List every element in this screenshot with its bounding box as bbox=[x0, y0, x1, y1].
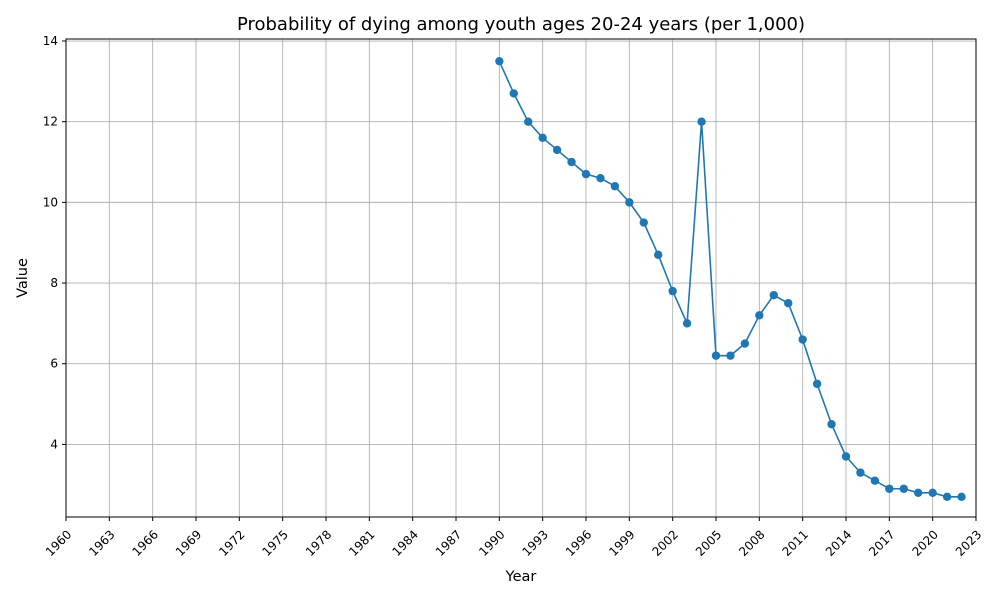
y-tick-label: 8 bbox=[50, 276, 58, 290]
data-point bbox=[524, 117, 533, 126]
data-point bbox=[885, 484, 894, 493]
x-tick-label: 1981 bbox=[346, 527, 377, 558]
data-point bbox=[682, 319, 692, 328]
grid bbox=[65, 39, 977, 517]
x-tick-label: 1996 bbox=[563, 527, 594, 558]
x-axis-label: Year bbox=[505, 569, 537, 585]
y-tick-label: 6 bbox=[50, 357, 58, 371]
x-tick-label: 1960 bbox=[43, 527, 74, 558]
x-axis-ticks: 1960 1963 1966 1969 1972 1975 1978 1981 1984 1987… bbox=[43, 517, 984, 559]
data-point bbox=[769, 290, 778, 300]
data-point bbox=[495, 56, 504, 66]
data-point bbox=[928, 488, 937, 497]
x-tick-label: 1984 bbox=[390, 527, 421, 558]
data-point bbox=[899, 484, 908, 493]
data-point bbox=[509, 89, 518, 98]
x-tick-label: 1963 bbox=[86, 527, 117, 558]
x-tick-label: 1969 bbox=[173, 527, 204, 558]
data-point bbox=[654, 250, 663, 260]
data-point bbox=[567, 157, 576, 167]
data-point bbox=[596, 173, 605, 183]
series-line bbox=[498, 60, 962, 498]
x-tick-label: 1966 bbox=[130, 527, 161, 558]
x-tick-label: 2005 bbox=[693, 527, 724, 558]
data-point bbox=[784, 299, 793, 308]
data-point bbox=[755, 311, 764, 320]
x-tick-label: 2014 bbox=[823, 527, 854, 558]
y-tick-label: 14 bbox=[43, 34, 58, 48]
data-point bbox=[581, 169, 591, 179]
data-point bbox=[856, 468, 865, 477]
x-tick-label: 2017 bbox=[866, 527, 897, 558]
y-tick-label: 10 bbox=[43, 195, 58, 209]
x-tick-label: 1993 bbox=[520, 527, 551, 558]
data-point bbox=[740, 339, 750, 348]
data-point bbox=[957, 492, 966, 502]
plot-frame bbox=[65, 38, 977, 518]
data-point bbox=[697, 117, 706, 126]
x-tick-label: 1975 bbox=[260, 527, 291, 558]
data-point bbox=[841, 452, 851, 461]
x-tick-label: 2002 bbox=[650, 527, 681, 558]
data-point bbox=[538, 133, 547, 143]
x-tick-label: 1990 bbox=[476, 527, 507, 558]
x-tick-label: 2011 bbox=[780, 527, 811, 558]
x-tick-label: 1999 bbox=[606, 527, 637, 558]
data-point bbox=[625, 198, 634, 207]
chart-title: Probability of dying among youth ages 20… bbox=[237, 14, 805, 35]
y-axis-label: Value bbox=[15, 258, 31, 298]
data-point bbox=[552, 145, 562, 155]
x-tick-label: 1978 bbox=[303, 527, 334, 558]
data-point bbox=[711, 351, 721, 360]
data-point bbox=[942, 492, 952, 502]
x-tick-label: 1987 bbox=[433, 527, 464, 558]
data-point bbox=[870, 476, 880, 485]
y-tick-label: 4 bbox=[50, 437, 58, 451]
data-point bbox=[812, 379, 822, 389]
data-point bbox=[726, 351, 735, 360]
y-axis-ticks: 4 6 8 10 12 14 bbox=[43, 34, 66, 451]
data-point bbox=[914, 488, 923, 497]
series-layer bbox=[495, 56, 966, 502]
data-point bbox=[610, 182, 620, 191]
x-tick-label: 2020 bbox=[910, 527, 941, 558]
data-point bbox=[798, 335, 807, 344]
data-point bbox=[668, 286, 677, 296]
data-point bbox=[827, 420, 836, 429]
y-tick-label: 12 bbox=[43, 115, 58, 129]
x-tick-label: 2008 bbox=[736, 527, 767, 558]
x-tick-label: 1972 bbox=[216, 527, 247, 558]
x-tick-label: 2023 bbox=[953, 527, 984, 558]
data-point bbox=[639, 218, 648, 227]
